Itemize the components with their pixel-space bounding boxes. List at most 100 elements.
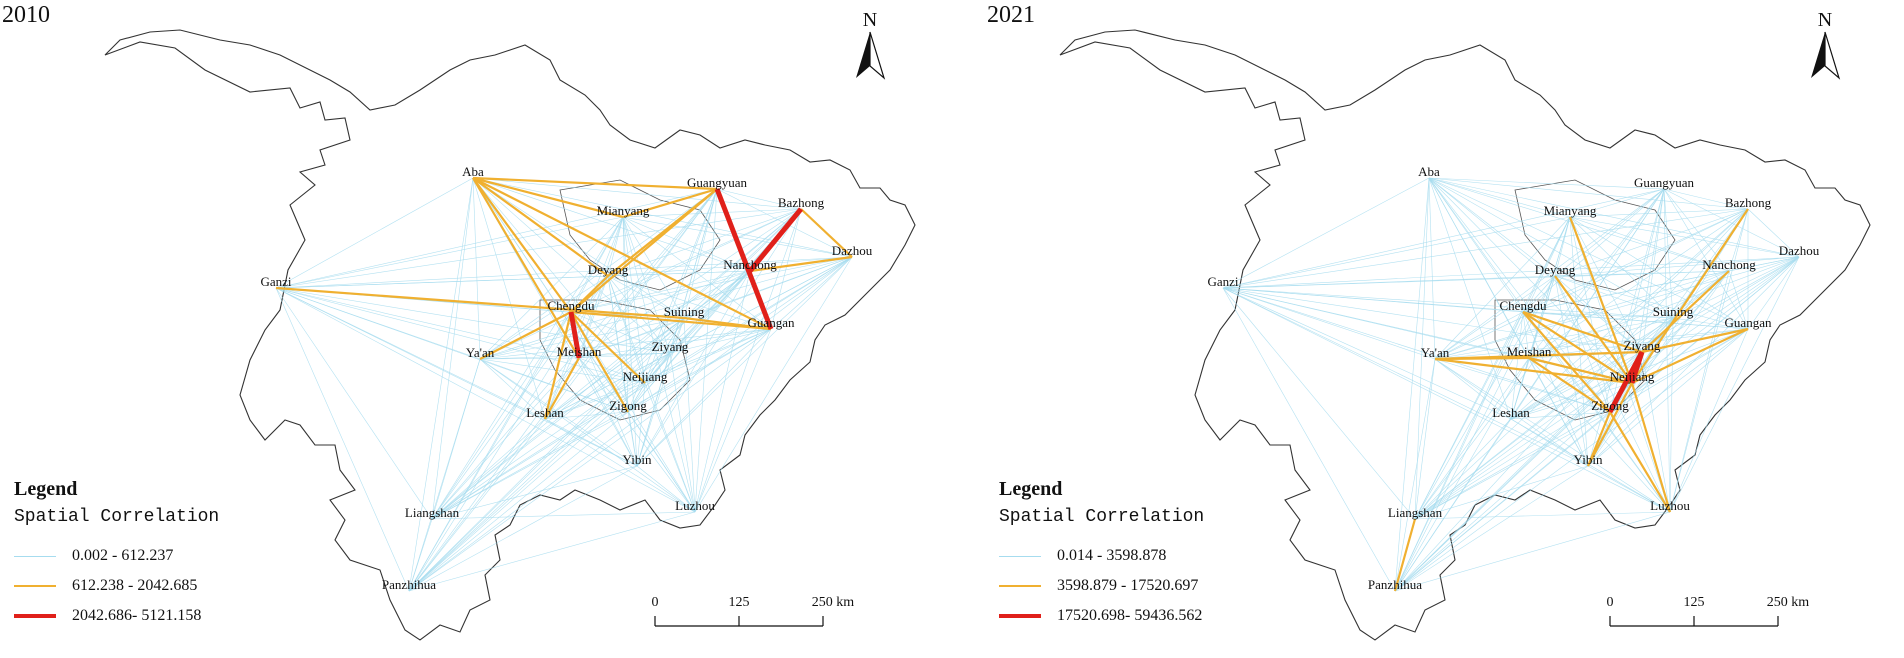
link-weak	[544, 317, 685, 420]
link-weak	[622, 216, 751, 272]
link-weak	[1569, 216, 1674, 319]
city-label: Guangyuan	[1634, 175, 1694, 190]
link-weak	[1672, 317, 1749, 330]
link-weak	[1222, 287, 1671, 513]
link-weak	[479, 216, 624, 360]
link-medium	[1528, 357, 1611, 413]
link-weak	[622, 216, 638, 467]
link-weak	[1569, 216, 1643, 353]
link-weak	[1663, 188, 1674, 319]
link-medium	[472, 176, 718, 191]
link-weak	[1394, 411, 1611, 592]
link-weak	[1569, 208, 1749, 218]
link-medium	[570, 275, 609, 313]
link-weak	[1222, 287, 1674, 319]
link-weak	[1728, 270, 1749, 330]
link-medium	[1631, 208, 1749, 384]
link-weak	[570, 216, 624, 313]
link-strong	[1607, 350, 1645, 414]
legend-swatch-strong	[999, 614, 1041, 618]
province-outline	[1059, 29, 1871, 641]
link-weak	[694, 328, 772, 513]
map-panel-2010: Aba Ganzi Guangyuan Bazhong Mianyang Dazhou De…	[2, 2, 916, 641]
link-medium	[1641, 327, 1749, 354]
link-weak	[431, 188, 718, 520]
city-label: Neijiang	[1610, 369, 1655, 384]
link-weak	[1428, 177, 1749, 210]
legend: Legend Spatial Correlation 0.002 - 612.2…	[14, 478, 219, 631]
link-weak	[1587, 328, 1749, 467]
city-label: Yibin	[1574, 452, 1603, 467]
link-weak	[1569, 216, 1730, 272]
link-weak	[1663, 188, 1800, 258]
city-label: Ya'an	[466, 345, 495, 360]
link-weak	[1434, 275, 1556, 360]
link-weak	[1641, 351, 1671, 513]
city-label: Deyang	[588, 262, 629, 277]
link-medium	[543, 311, 573, 420]
link-weak	[636, 328, 772, 467]
scale-label: 250 km	[1767, 595, 1810, 610]
link-weak	[1554, 275, 1611, 413]
link-weak	[636, 270, 751, 467]
link-weak	[431, 352, 671, 520]
link-weak	[1394, 275, 1556, 592]
link-weak	[431, 328, 772, 520]
link-weak	[544, 382, 646, 420]
link-weak	[607, 216, 624, 277]
link-weak	[431, 216, 624, 520]
link-strong	[568, 311, 582, 359]
link-weak	[479, 328, 772, 360]
link-medium	[570, 188, 718, 313]
link-weak	[607, 275, 772, 330]
link-weak	[1428, 177, 1643, 353]
link-strong	[714, 188, 774, 330]
link-weak	[544, 188, 718, 420]
link-weak	[627, 328, 772, 413]
link-medium	[1641, 270, 1730, 353]
link-weak	[275, 287, 410, 592]
city-label: Mianyang	[1544, 203, 1597, 218]
legend-range: 3598.879 - 17520.697	[1057, 577, 1199, 594]
legend-row-strong: 17520.698- 59436.562	[999, 601, 1204, 631]
link-weak	[544, 418, 696, 513]
link-weak	[1222, 287, 1416, 520]
map-canvas-2010: Aba Ganzi Guangyuan Bazhong Mianyang Dazhou De…	[104, 9, 916, 641]
link-weak	[408, 270, 751, 592]
city-label: Ziyang	[652, 339, 689, 354]
link-weak	[1434, 358, 1611, 413]
link-weak	[1747, 256, 1800, 330]
legend-row-strong: 2042.686- 5121.158	[14, 601, 219, 631]
link-weak	[1428, 177, 1524, 313]
link-medium	[472, 177, 772, 330]
link-weak	[578, 328, 772, 359]
legend-range: 0.014 - 3598.878	[1057, 547, 1167, 564]
link-medium	[749, 255, 853, 273]
link-weak	[578, 352, 671, 359]
link-weak	[636, 317, 685, 467]
link-weak	[1663, 188, 1749, 210]
link-weak	[1569, 216, 1800, 258]
link-weak	[408, 511, 696, 592]
link-weak	[408, 177, 474, 592]
link-weak	[275, 287, 629, 413]
link-weak	[408, 465, 638, 592]
link-weak	[431, 382, 646, 520]
link-weak	[627, 382, 646, 413]
link-weak	[479, 188, 718, 360]
link-weak	[578, 357, 696, 513]
link-weak	[408, 418, 546, 592]
link-medium	[570, 311, 629, 413]
legend-swatch-weak	[14, 555, 56, 557]
link-weak	[275, 188, 718, 289]
link-weak	[1222, 270, 1730, 289]
legend-range: 612.238 - 2042.685	[72, 577, 198, 594]
link-weak	[644, 382, 696, 513]
link-weak	[431, 208, 802, 520]
link-weak	[627, 256, 853, 413]
link-medium	[1587, 382, 1633, 467]
link-weak	[1428, 177, 1665, 190]
scale-label: 125	[1684, 595, 1705, 610]
link-weak	[472, 177, 751, 272]
link-weak	[1587, 270, 1730, 467]
